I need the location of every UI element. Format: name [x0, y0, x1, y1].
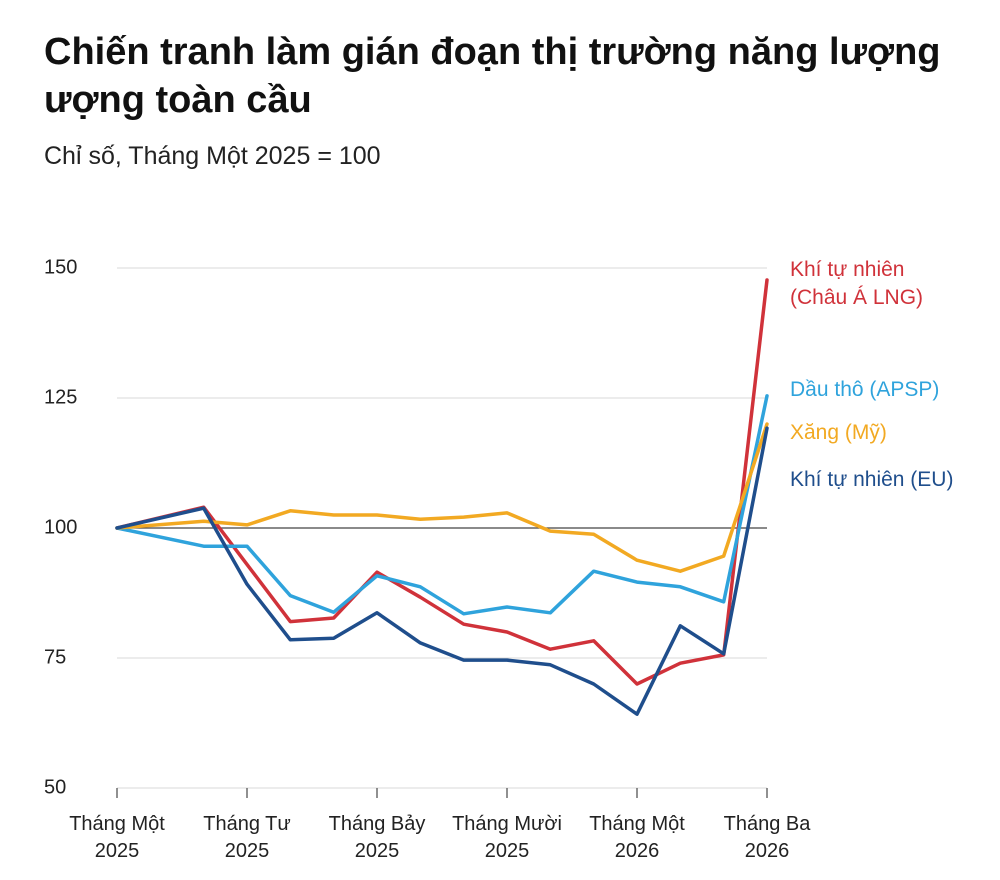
- series-line: [115, 422, 769, 573]
- legend-entry: Khí tự nhiên (Châu Á LNG): [790, 257, 924, 309]
- x-tick-label: Tháng Ba 2026: [723, 813, 811, 862]
- y-tick-label: 150: [44, 256, 77, 278]
- x-tick-label: Tháng Một 2026: [589, 813, 685, 862]
- y-tick-label: 75: [44, 646, 66, 668]
- x-tick-label: Tháng Mười 2025: [452, 813, 562, 862]
- y-tick-label: 100: [44, 516, 77, 538]
- series-line: [115, 426, 769, 716]
- legend-entry: Xăng (Mỹ): [790, 421, 887, 444]
- series-line: [115, 278, 769, 686]
- x-tick-label: Tháng Tư 2025: [203, 813, 291, 862]
- series-line: [115, 394, 769, 616]
- chart-title: Chiến tranh làm gián đoạn thị trường năn…: [44, 31, 941, 121]
- chart-subtitle: Chỉ số, Tháng Một 2025 = 100: [44, 142, 381, 170]
- legend-entry: Dầu thô (APSP): [790, 377, 940, 401]
- y-tick-label: 125: [44, 386, 77, 408]
- y-tick-label: 50: [44, 776, 66, 798]
- x-tick-label: Tháng Một 2025: [69, 813, 165, 862]
- x-tick-label: Tháng Bảy 2025: [328, 813, 426, 862]
- legend-entry: Khí tự nhiên (EU): [790, 468, 954, 492]
